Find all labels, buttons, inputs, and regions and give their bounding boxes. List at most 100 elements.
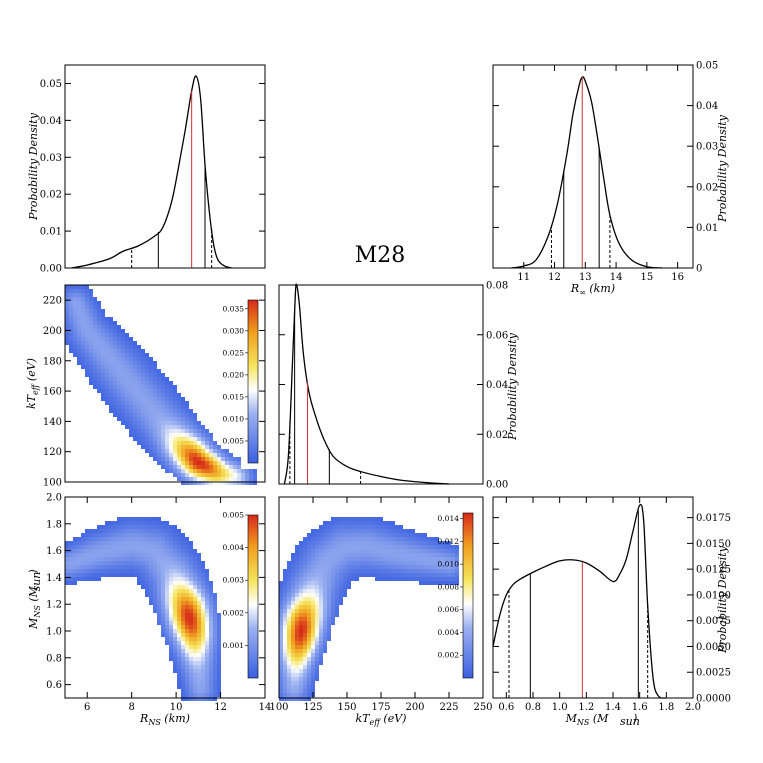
h_m_kt-heat-cell [311,637,315,641]
h_m_kt-heat-cell [359,565,363,569]
h_m_kt-heat-cell [295,573,299,577]
h_kt_r-heat-cell [105,337,109,341]
h_m_kt-heat-cell [447,573,451,577]
h_m_kt-heat-cell [427,537,431,541]
h_kt_r-heat-cell [153,397,157,401]
h_m_r-heat-cell [109,533,113,537]
h_m_kt-heat-cell [395,565,399,569]
h_m_r-heat-cell [145,557,149,561]
h_kt_r-heat-cell [181,413,185,417]
h_m_kt-heat-cell [339,557,343,561]
h_kt_r-heat-cell [165,461,169,465]
h_m_r-heat-cell [145,533,149,537]
h_m_kt-heat-cell [331,557,335,561]
h_kt_r-heat-cell [205,453,209,457]
h_m_kt-heat-cell [279,689,283,693]
h_m_kt-heat-cell [375,537,379,541]
h_kt_r-heat-cell [81,341,85,345]
h_m_r-heat-cell [125,565,129,569]
h_m_r-heat-cell [77,537,81,541]
h_m_kt-heat-cell [295,565,299,569]
h_m_r-heat-cell [161,581,165,585]
h_kt_r-heat-cell [181,469,185,473]
h_kt_r-heat-cell [117,341,121,345]
h_kt_r-heat-cell [109,353,113,357]
h_m_kt-heat-cell [383,553,387,557]
h_m_kt-heat-cell [399,569,403,573]
h_m_kt-heat-cell [395,549,399,553]
h_kt_r-heat-cell [101,381,105,385]
h_m_kt-heat-cell [287,613,291,617]
h_kt_r-heat-cell [133,361,137,365]
h_kt_r-heat-cell [129,341,133,345]
h_kt_r-heat-cell [105,377,109,381]
h_kt_r-heat-cell [177,425,181,429]
h_m_kt-heat-cell [351,577,355,581]
h_kt_r-heat-cell [137,393,141,397]
h_m_r-heat-cell [181,669,185,673]
h_m_kt-heat-cell [399,577,403,581]
h_m_r-heat-cell [209,685,213,689]
h_kt_r-heat-cell [149,417,153,421]
h_kt_r-heat-cell [153,361,157,365]
h_m_kt-heat-cell [395,577,399,581]
h_m_kt-heat-cell [427,545,431,549]
h_kt_r-heat-cell [137,357,141,361]
h_m_r-heat-cell [177,585,181,589]
h_m_r-heat-cell [193,581,197,585]
h_kt_r-heat-cell [133,421,137,425]
h_m_kt-heat-cell [351,521,355,525]
h_kt_r-heat-cell [165,381,169,385]
h_kt_r-heat-cell [85,333,89,337]
h_m_kt-heat-cell [287,581,291,585]
h_m_kt-heat-cell [295,669,299,673]
h_m_r-heat-cell [161,609,165,613]
h_m_r-heat-cell [153,589,157,593]
h_kt_r-heat-cell [181,477,185,481]
h_m_kt-heat-cell [351,529,355,533]
h_kt_r-heat-cell [89,345,93,349]
h_m_kt-heat-cell [291,645,295,649]
h_m_kt-heat-cell [307,697,311,701]
h_m_r-heat-cell [193,637,197,641]
h_kt_r-heat-cell [205,481,209,485]
h_m_kt-heat-cell [411,577,415,581]
h_kt_r-heat-cell [185,453,189,457]
h_kt_r-heat-cell [209,469,213,473]
h_m_r-heat-cell [109,521,113,525]
h_kt_r-heat-cell [129,425,133,429]
h_m_kt-heat-cell [291,577,295,581]
h_kt_r-heat-cell [109,389,113,393]
h_m_r-heat-cell [81,541,85,545]
h_m_kt-heat-cell [303,617,307,621]
h_m_r-heat-cell [157,597,161,601]
h_m_kt-heat-cell [299,617,303,621]
h_m_kt-heat-cell [339,593,343,597]
h_kt_r-heat-cell [201,433,205,437]
h_kt_r-heat-cell [129,429,133,433]
h_m_r-heat-cell [189,577,193,581]
h_m_r-heat-cell [185,641,189,645]
h_m_r-heat-cell [173,665,177,669]
h_m_kt-heat-cell [451,569,455,573]
h_m_r-heat-cell [101,549,105,553]
h_m_kt-heat-cell [347,561,351,565]
h_m_r-heat-cell [93,549,97,553]
h_m_kt-heat-cell [335,581,339,585]
h_m_kt-heat-cell [315,645,319,649]
h_m_r-heat-cell [69,553,73,557]
h_kt_r-heat-cell [69,289,73,293]
h_kt_r-heat-cell [241,481,245,485]
h_m_kt-heat-cell [327,589,331,593]
h_m_r-panel: 6 8 10 12 140.60.81.01.21.41.61.82.00.0010.0… [46,493,271,714]
h_m_r-heat-cell [105,533,109,537]
h_m_r-heat-cell [141,557,145,561]
h_kt_r-heat-cell [133,413,137,417]
h_kt_r-heat-cell [137,433,141,437]
h_kt_r-heat-cell [161,417,165,421]
h_kt_r-heat-cell [193,465,197,469]
h_m_r-heat-cell [141,521,145,525]
h_m_r-heat-cell [133,553,137,557]
h_kt_r-heat-cell [145,417,149,421]
h_m_kt-heat-cell [323,565,327,569]
